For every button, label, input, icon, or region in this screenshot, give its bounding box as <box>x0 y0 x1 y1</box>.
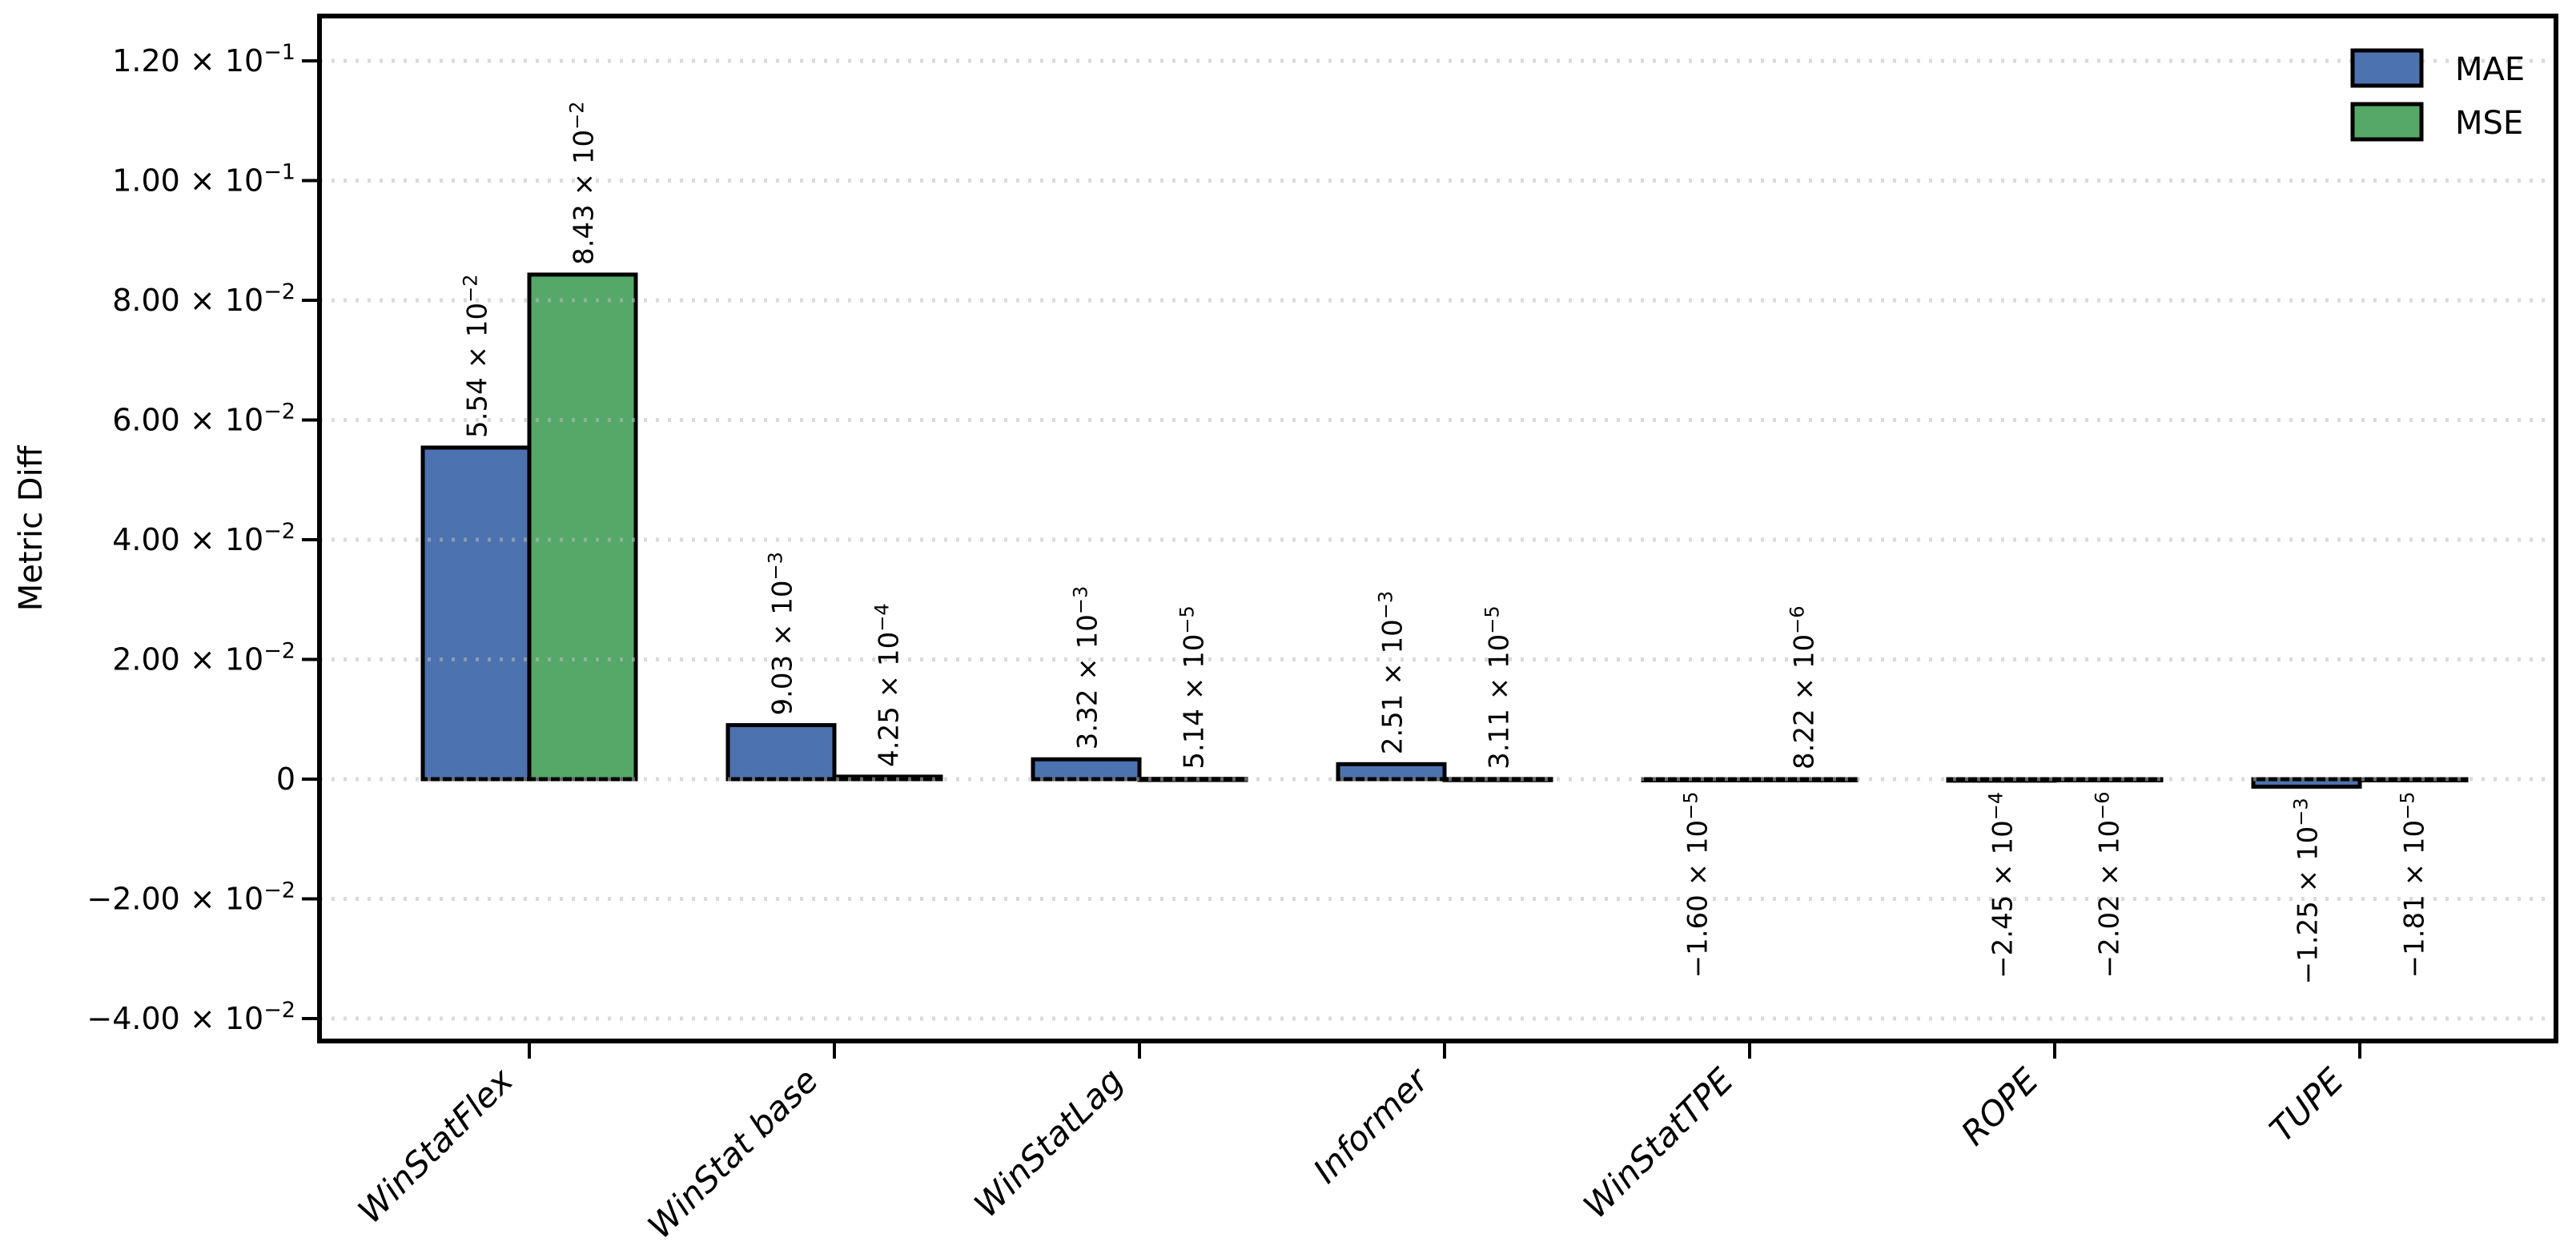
bar-value-label: 5.14 × 10−5 <box>1176 605 1211 769</box>
bar-value-label: 2.51 × 10−3 <box>1375 591 1409 754</box>
bar-value-label: −1.81 × 10−5 <box>2397 791 2431 978</box>
bar-value-label: 3.32 × 10−3 <box>1070 586 1104 750</box>
x-tick-label-winstatflex: WinStatFlex <box>350 1060 520 1231</box>
x-tick-label-informer: Informer <box>1306 1059 1437 1190</box>
legend-label-mae: MAE <box>2455 51 2525 88</box>
bar-value-label: −2.02 × 10−6 <box>2092 791 2126 978</box>
x-tick-label-winstat-base: WinStat base <box>640 1060 826 1246</box>
bar-mae-winstatlag <box>1031 757 1142 782</box>
y-tick-label: 1.20 × 10−1 <box>112 40 295 78</box>
bar-mae-winstattpe <box>1641 777 1752 782</box>
bar-mse-winstattpe <box>1747 777 1859 782</box>
x-tick-label-winstattpe: WinStatTPE <box>1576 1060 1742 1226</box>
legend-swatch-mae <box>2350 48 2424 88</box>
bar-value-labels-layer: 5.54 × 10−2 9.03 × 10−3 3.32 × 10−3 2.51 × … <box>460 101 2431 984</box>
legend-swatch-mse <box>2350 102 2424 142</box>
plot-frame <box>317 14 2558 1043</box>
y-tick-label: 2.00 × 10−2 <box>112 639 295 677</box>
y-tick-label: −4.00 × 10−2 <box>86 998 295 1036</box>
bar-mse-winstatflex <box>527 272 638 782</box>
bar-mse-rope <box>2052 777 2164 782</box>
y-tick-label: 4.00 × 10−2 <box>112 519 295 557</box>
bar-value-label: 5.54 × 10−2 <box>460 274 494 437</box>
y-tick-label: 6.00 × 10−2 <box>112 400 295 438</box>
bar-value-label: 3.11 × 10−5 <box>1481 605 1516 769</box>
y-axis-title: Metric Diff <box>13 444 50 611</box>
y-tick-label: 0 <box>276 762 295 797</box>
gridlines-layer <box>319 58 2556 1021</box>
y-tick-label: −2.00 × 10−2 <box>86 878 295 917</box>
legend-label-mse: MSE <box>2455 105 2523 142</box>
bar-value-label: 8.22 × 10−6 <box>1786 606 1821 770</box>
bar-value-label: −1.25 × 10−3 <box>2290 798 2325 984</box>
bar-value-label: −1.60 × 10−5 <box>1680 791 1714 978</box>
bar-value-label: 8.43 × 10−2 <box>566 101 601 264</box>
y-tick-label: 1.00 × 10−1 <box>112 160 295 199</box>
bar-mae-winstatflex <box>420 445 532 782</box>
bar-mse-tupe <box>2357 777 2469 782</box>
x-tick-label-winstatlag: WinStatLag <box>967 1060 1131 1224</box>
bar-value-label: −2.45 × 10−4 <box>1985 792 2019 979</box>
x-tick-label-rope: ROPE <box>1954 1060 2047 1153</box>
bars-layer <box>420 272 2469 789</box>
bar-mse-winstat-base <box>832 774 943 782</box>
bar-mae-winstat-base <box>725 723 837 782</box>
bar-value-label: 4.25 × 10−4 <box>871 603 906 766</box>
x-tick-label-tupe: TUPE <box>2262 1060 2352 1150</box>
y-tick-label: 8.00 × 10−2 <box>112 279 295 318</box>
bar-mae-informer <box>1336 762 1447 782</box>
bar-mse-winstatlag <box>1137 777 1248 782</box>
bar-value-label: 9.03 × 10−3 <box>765 552 799 715</box>
axes-frame-layer <box>317 14 2558 1043</box>
bar-mae-tupe <box>2251 777 2362 789</box>
legend: MAE MSE <box>2350 48 2525 142</box>
